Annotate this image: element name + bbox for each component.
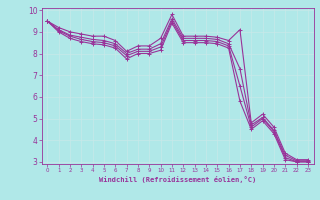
X-axis label: Windchill (Refroidissement éolien,°C): Windchill (Refroidissement éolien,°C) bbox=[99, 176, 256, 183]
